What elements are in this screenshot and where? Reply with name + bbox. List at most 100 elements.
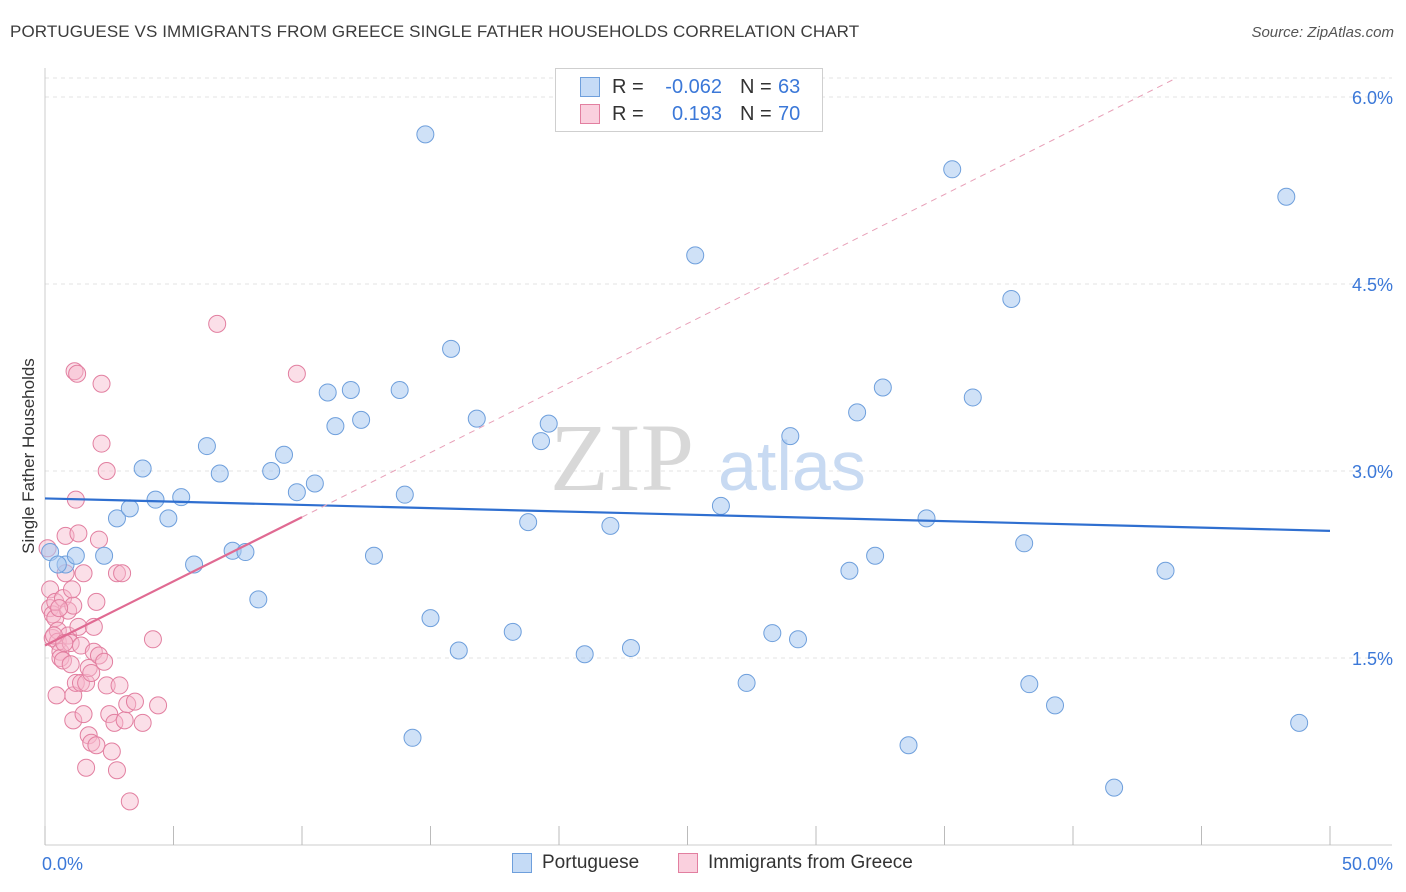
point-greece	[120, 792, 139, 811]
point-greece	[77, 673, 96, 692]
legend-swatch-greece	[580, 104, 600, 124]
legend-swatch-portuguese	[512, 853, 532, 873]
x-tick-label: 50.0%	[1342, 854, 1393, 874]
point-greece	[62, 580, 81, 599]
point-portuguese	[1105, 778, 1124, 797]
watermark: ZIP atlas	[550, 404, 866, 511]
point-greece	[61, 634, 80, 653]
legend-n-label: N =	[740, 102, 772, 125]
point-greece	[89, 530, 108, 549]
point-greece	[115, 711, 134, 730]
legend-item-greece[interactable]: Immigrants from Greece	[678, 852, 913, 874]
point-greece	[87, 736, 106, 755]
point-portuguese	[341, 380, 360, 399]
point-portuguese	[848, 403, 867, 422]
series-legend: Portuguese Immigrants from Greece	[0, 852, 1406, 878]
point-portuguese	[943, 160, 962, 179]
y-tick-label: 4.5%	[1352, 275, 1393, 295]
point-portuguese	[449, 641, 468, 660]
point-greece	[107, 564, 126, 583]
point-portuguese	[737, 673, 756, 692]
legend-item-portuguese[interactable]: Portuguese	[512, 852, 639, 874]
legend-n-value: 63	[778, 75, 801, 98]
point-portuguese	[262, 462, 281, 480]
point-greece	[79, 726, 98, 745]
point-greece	[77, 758, 96, 777]
point-portuguese	[601, 516, 620, 535]
point-portuguese	[899, 736, 918, 755]
chart-title: PORTUGUESE VS IMMIGRANTS FROM GREECE SIN…	[10, 22, 860, 41]
y-tick-label: 6.0%	[1352, 88, 1393, 108]
point-greece	[61, 655, 80, 674]
point-portuguese	[107, 509, 126, 528]
point-portuguese	[789, 630, 808, 649]
point-greece	[74, 564, 93, 583]
point-portuguese	[781, 427, 800, 446]
point-portuguese	[917, 509, 936, 528]
point-greece	[50, 599, 69, 618]
legend-swatch-portuguese	[580, 77, 600, 97]
legend-row-portuguese: R = -0.062 N = 63	[580, 75, 800, 99]
point-greece	[107, 761, 126, 780]
point-greece	[287, 364, 306, 383]
point-portuguese	[503, 622, 522, 641]
point-portuguese	[621, 639, 640, 658]
watermark-zip: ZIP	[550, 404, 694, 511]
data-points	[38, 125, 1309, 811]
point-greece	[79, 658, 98, 677]
point-portuguese	[120, 499, 139, 518]
point-greece	[110, 676, 129, 695]
point-greece	[82, 733, 101, 752]
y-axis-label: Single Father Households	[19, 358, 38, 554]
point-portuguese	[197, 437, 216, 456]
point-greece	[102, 742, 121, 761]
point-portuguese	[249, 590, 268, 609]
point-portuguese	[539, 414, 558, 433]
point-greece	[65, 362, 84, 381]
point-portuguese	[305, 474, 324, 493]
axes	[44, 68, 1392, 846]
point-greece	[133, 713, 152, 732]
point-portuguese	[532, 432, 551, 451]
point-portuguese	[711, 496, 730, 515]
gridlines	[45, 77, 1392, 659]
point-portuguese	[442, 339, 461, 358]
point-greece	[95, 652, 114, 671]
point-greece	[51, 649, 70, 667]
y-tick-label: 1.5%	[1352, 649, 1393, 669]
point-portuguese	[840, 561, 859, 580]
point-greece	[97, 462, 116, 480]
point-portuguese	[421, 609, 440, 628]
point-greece	[68, 364, 87, 383]
point-portuguese	[575, 645, 594, 664]
y-tick-label: 3.0%	[1352, 462, 1393, 482]
legend-row-greece: R = 0.193 N = 70	[580, 102, 800, 126]
x-tick-label: 0.0%	[42, 854, 83, 874]
point-portuguese	[146, 490, 165, 509]
point-portuguese	[1015, 534, 1034, 553]
point-portuguese	[66, 546, 85, 565]
point-portuguese	[133, 459, 152, 478]
point-greece	[149, 696, 168, 715]
point-greece	[69, 524, 88, 543]
point-portuguese	[287, 483, 306, 502]
point-greece	[208, 314, 227, 333]
point-greece	[82, 663, 101, 682]
point-portuguese	[210, 464, 229, 483]
point-portuguese	[866, 546, 885, 565]
point-greece	[113, 564, 132, 583]
point-portuguese	[1002, 289, 1021, 308]
point-portuguese	[275, 445, 294, 464]
point-portuguese	[364, 546, 383, 565]
point-portuguese	[159, 509, 178, 528]
point-greece	[87, 592, 106, 611]
point-greece	[125, 692, 144, 711]
legend-n-value: 70	[778, 102, 801, 125]
legend-label-greece: Immigrants from Greece	[708, 852, 913, 873]
point-greece	[92, 374, 111, 393]
point-portuguese	[318, 383, 337, 402]
point-greece	[74, 705, 93, 724]
legend-r-label: R =	[612, 102, 644, 125]
trend-line-portuguese	[44, 497, 1331, 532]
point-portuguese	[403, 728, 422, 747]
